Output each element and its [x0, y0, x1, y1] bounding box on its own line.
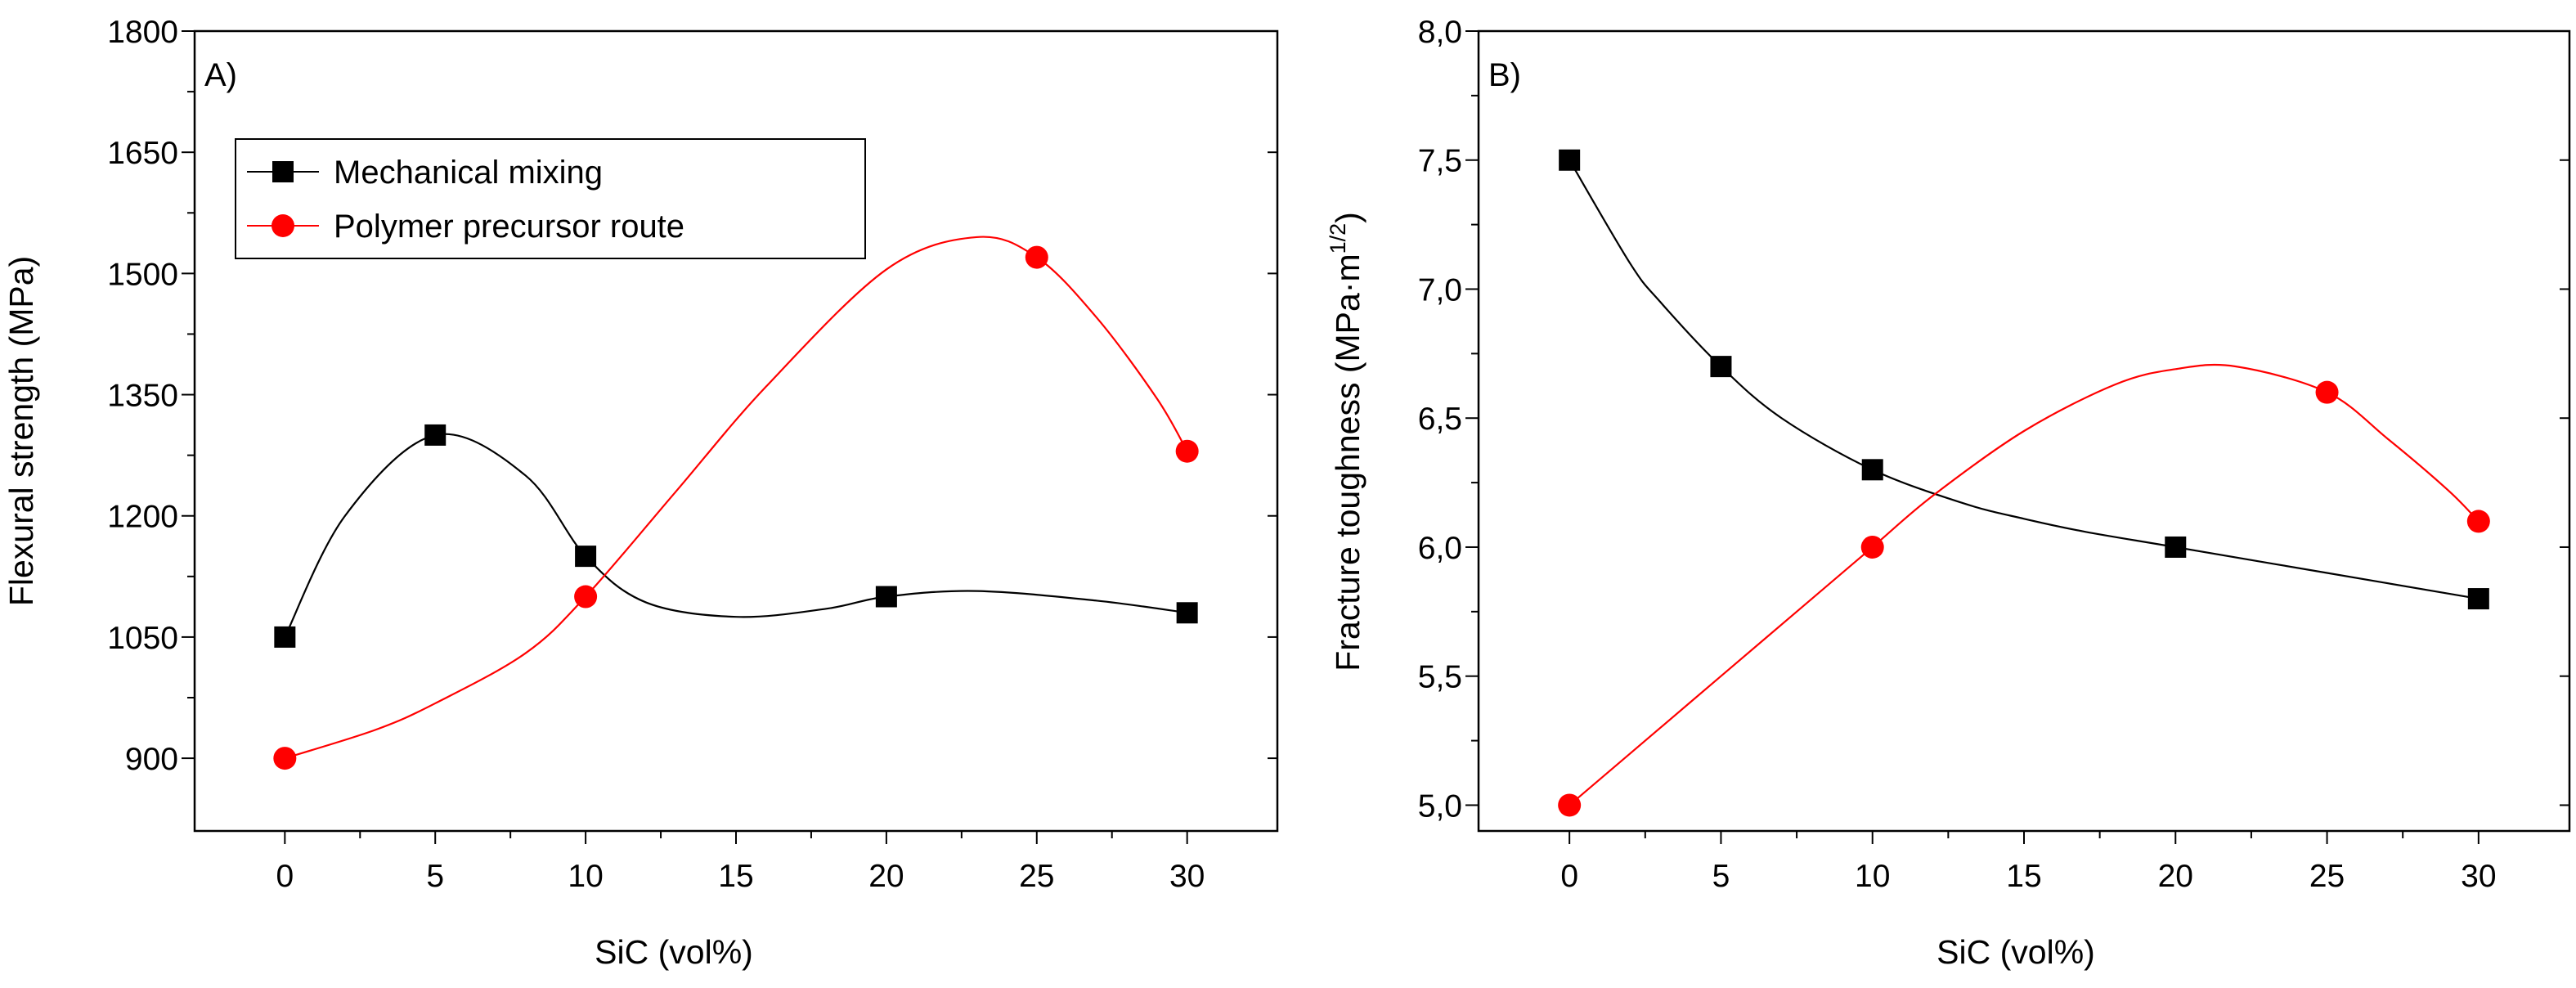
- panel-a-curve-polymer-precursor-route: [285, 236, 1188, 760]
- panel-a-point-polymer-precursor-route-30: [1175, 439, 1199, 463]
- panel-b-y-axis-title-superscript: 1/2: [1326, 223, 1350, 254]
- panel-b-y-tick-label-7-0: 7,0: [1418, 272, 1462, 308]
- panel-b-x-ticks: 0 5 10 15 20 25 30: [1560, 831, 2497, 894]
- panel-a-x-tick-label-25: 25: [1019, 859, 1054, 894]
- legend-marker-polymer-precursor-route: [272, 214, 294, 237]
- panel-b-point-mechanical-mixing-30: [2467, 588, 2489, 610]
- panel-b-y-tick-label-7-5: 7,5: [1418, 144, 1462, 179]
- panel-b-y-tick-label-5-0: 5,0: [1418, 788, 1462, 824]
- panel-a-y-tick-label-1650: 1650: [107, 136, 178, 171]
- legend-label-mechanical-mixing: Mechanical mixing: [334, 155, 603, 191]
- panel-b-x-tick-label-15: 15: [2006, 859, 2041, 894]
- panel-b-point-mechanical-mixing-5: [1710, 356, 1732, 378]
- panel-b-x-tick-label-25: 25: [2309, 859, 2345, 894]
- panel-a-point-polymer-precursor-route-25: [1025, 245, 1048, 269]
- panel-a-x-tick-label-15: 15: [718, 859, 753, 894]
- panel-b-point-mechanical-mixing-0: [1559, 149, 1581, 171]
- legend: Mechanical mixing Polymer precursor rout…: [235, 138, 866, 259]
- panel-a-point-mechanical-mixing-0: [274, 626, 296, 648]
- panel-a-flexural-strength-chart: A) SiC (vol%) Flexural strength (MPa) 0 5…: [2, 15, 1279, 971]
- panel-b-y-tick-label-5-5: 5,5: [1418, 660, 1462, 695]
- panel-b-x-tick-label-0: 0: [1560, 859, 1578, 894]
- panel-b-y-ticks: 5,0 5,5 6,0 6,5 7,0 7,5 8,0: [1418, 15, 2569, 824]
- panel-a-y-tick-label-1200: 1200: [107, 500, 178, 535]
- panel-a-x-tick-label-30: 30: [1169, 859, 1205, 894]
- panel-a-x-tick-label-20: 20: [868, 859, 904, 894]
- panel-b-curves: [1568, 159, 2480, 806]
- panel-b-markers: [1558, 149, 2490, 817]
- panel-a-label: A): [204, 57, 237, 93]
- panel-a-x-ticks: 0 5 10 15 20 25 30: [276, 831, 1205, 894]
- panel-a-x-axis-title: SiC (vol%): [595, 933, 753, 971]
- panel-b-x-tick-label-20: 20: [2158, 859, 2193, 894]
- panel-a-point-mechanical-mixing-5: [424, 424, 447, 446]
- legend-item-mechanical-mixing: Mechanical mixing: [247, 155, 603, 191]
- panel-b-y-tick-label-6-0: 6,0: [1418, 531, 1462, 566]
- panel-a-x-tick-label-5: 5: [426, 859, 444, 894]
- panel-a-y-tick-label-1350: 1350: [107, 379, 178, 414]
- panel-b-point-mechanical-mixing-20: [2165, 536, 2187, 558]
- legend-marker-mechanical-mixing: [272, 161, 294, 182]
- legend-label-polymer-precursor-route: Polymer precursor route: [334, 209, 684, 245]
- panel-a-curves: [284, 236, 1188, 760]
- panel-b-y-tick-label-6-5: 6,5: [1418, 402, 1462, 437]
- panel-a-y-axis-title: Flexural strength (MPa): [2, 256, 40, 606]
- panel-a-y-tick-label-1050: 1050: [107, 621, 178, 656]
- panel-b-fracture-toughness-chart: B) SiC (vol%) Fracture toughness (MPa·m1…: [1326, 15, 2571, 971]
- panel-a-y-tick-label-1800: 1800: [107, 15, 178, 50]
- panel-b-label: B): [1488, 57, 1521, 93]
- panel-b-y-axis-title: Fracture toughness (MPa·m1/2): [1326, 212, 1367, 671]
- panel-a-x-tick-label-10: 10: [568, 859, 603, 894]
- panel-a-x-tick-label-0: 0: [276, 859, 294, 894]
- legend-box: [235, 138, 866, 259]
- panel-a-point-mechanical-mixing-30: [1176, 602, 1198, 624]
- panel-a-y-ticks: 900 1050 1200 1350 1500 1650 1800: [107, 15, 1277, 777]
- panel-b-y-axis-title-end: ): [1329, 212, 1367, 223]
- panel-a-point-polymer-precursor-route-10: [574, 585, 598, 609]
- panel-a-point-mechanical-mixing-20: [875, 586, 897, 608]
- panel-b-point-mechanical-mixing-10: [1861, 459, 1883, 481]
- panel-a-point-polymer-precursor-route-0: [273, 747, 297, 770]
- panel-b-x-tick-label-30: 30: [2461, 859, 2496, 894]
- panel-b-point-polymer-precursor-route-25: [2315, 380, 2339, 404]
- panel-b-x-tick-label-5: 5: [1712, 859, 1730, 894]
- panel-b-y-tick-label-8-0: 8,0: [1418, 15, 1462, 50]
- panel-a-point-mechanical-mixing-10: [575, 546, 597, 568]
- panel-b-point-polymer-precursor-route-30: [2466, 510, 2490, 533]
- panel-b-x-tick-label-10: 10: [1855, 859, 1890, 894]
- panel-a-y-tick-label-1500: 1500: [107, 257, 178, 292]
- panel-a-markers: [273, 245, 1199, 770]
- panel-a-curve-mechanical-mixing: [284, 433, 1187, 638]
- panel-b-point-polymer-precursor-route-10: [1860, 535, 1884, 559]
- panel-b-y-axis-title-main: Fracture toughness (MPa·m: [1329, 254, 1367, 671]
- panel-b-curve-polymer-precursor-route: [1568, 363, 2480, 806]
- legend-item-polymer-precursor-route: Polymer precursor route: [247, 209, 684, 245]
- panel-b-point-polymer-precursor-route-0: [1558, 793, 1582, 817]
- panel-a-y-tick-label-900: 900: [125, 742, 178, 777]
- panel-b-x-axis-title: SiC (vol%): [1936, 933, 2095, 971]
- panel-b-curve-mechanical-mixing: [1568, 159, 2480, 600]
